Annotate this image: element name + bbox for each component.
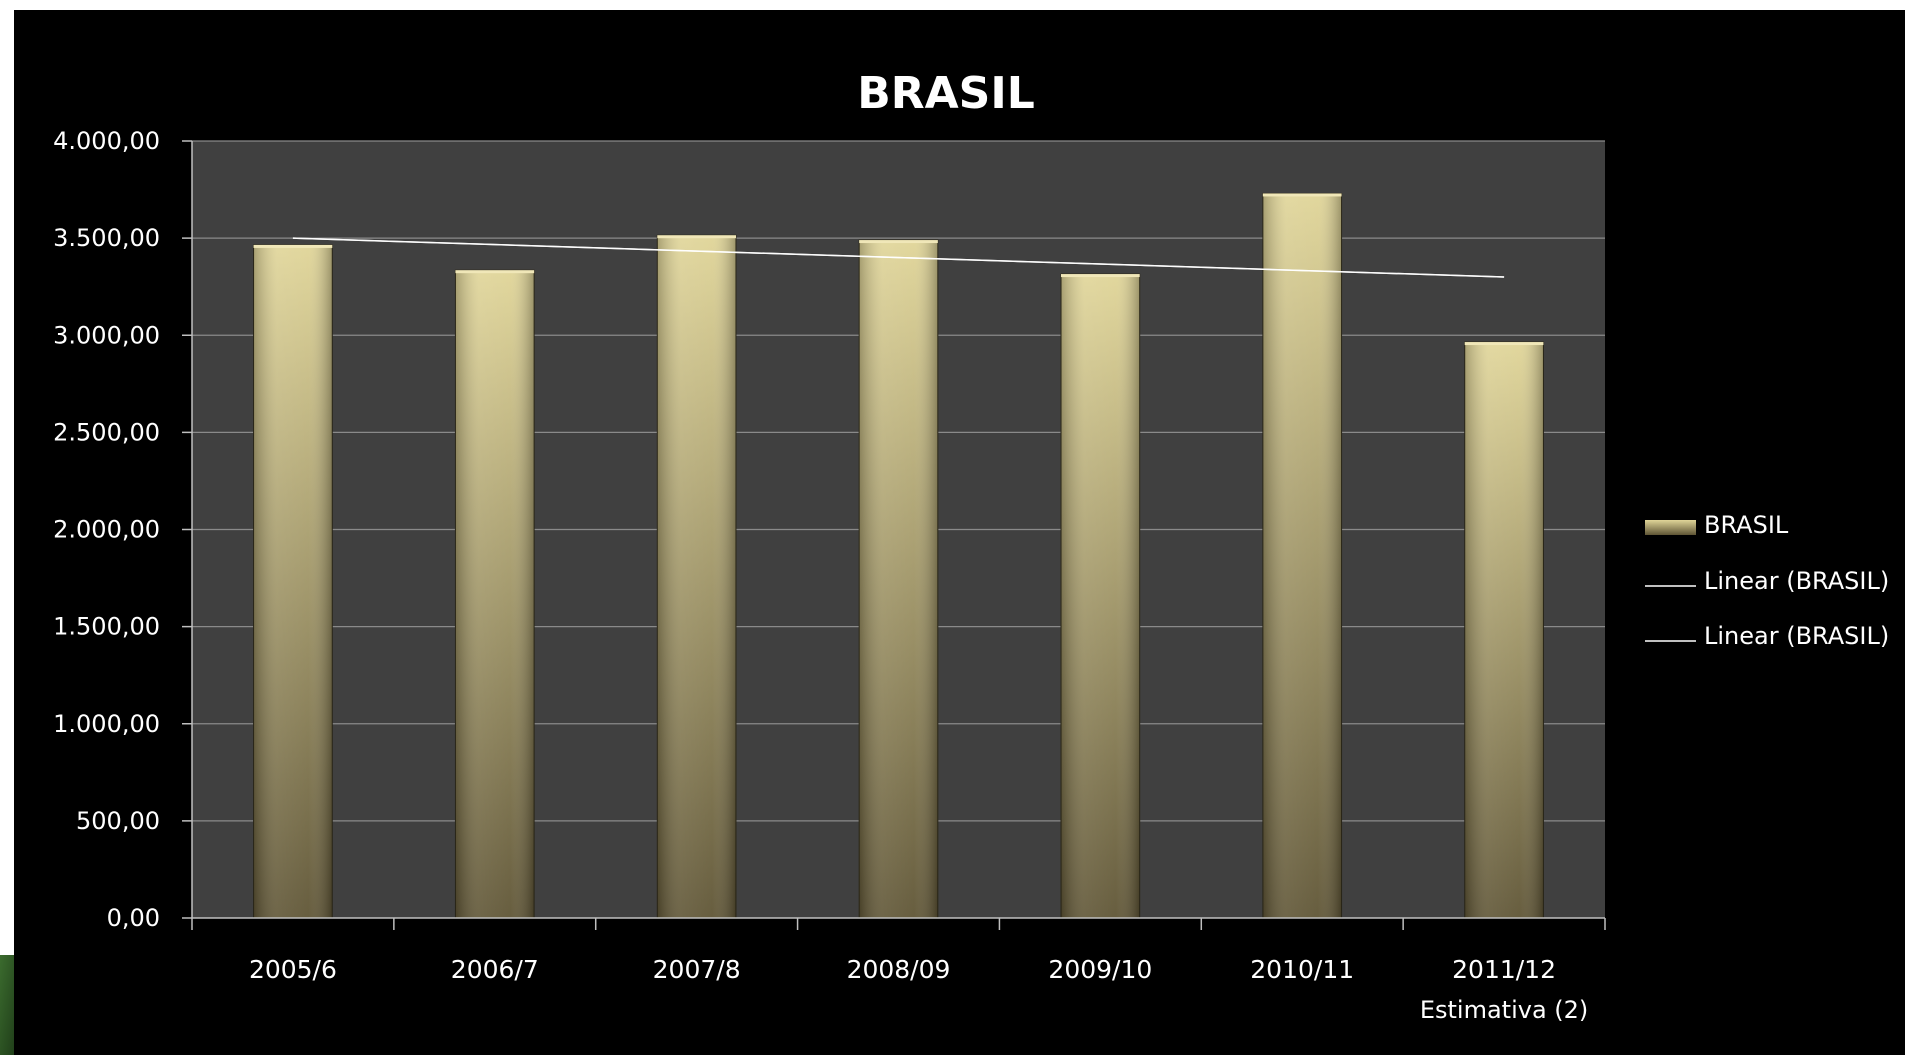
bar-sheen	[1262, 193, 1342, 918]
bar-sheen	[253, 244, 333, 918]
chart-title: BRASIL	[857, 68, 1035, 119]
bar	[1262, 192, 1343, 919]
legend-swatch-brasil	[1645, 520, 1696, 535]
bar-top-edge	[1464, 342, 1544, 346]
bar-sheen	[657, 235, 737, 918]
axes	[182, 140, 1606, 930]
bar	[454, 269, 535, 919]
trendlines	[292, 237, 1505, 278]
y-tick-label: 0,00	[107, 904, 160, 932]
legend-label-trendline-2: Linear (BRASIL)	[1704, 622, 1889, 650]
x-axis-tick-labels: 2005/6 2006/7 2007/8 2008/09 2009/10 2010/11 2…	[249, 955, 1588, 1024]
legend: BRASIL Linear (BRASIL) Linear (BRASIL)	[1645, 511, 1889, 650]
x-tick-label: 2009/10	[1048, 955, 1152, 984]
bar-sheen	[1464, 342, 1544, 919]
y-axis-tick-labels: 0,00 500,00 1.000,00 1.500,00 2.000,00 2.500,…	[53, 127, 160, 932]
x-tick-label: 2005/6	[249, 955, 337, 984]
bar	[1464, 341, 1544, 919]
bar-sheen	[455, 270, 535, 918]
y-tick-label: 3.500,00	[53, 224, 160, 252]
legend-label-trendline-1: Linear (BRASIL)	[1704, 567, 1889, 595]
x-tick-label: 2008/09	[847, 955, 951, 984]
bar-top-edge	[1060, 274, 1140, 278]
y-tick-label: 500,00	[76, 807, 160, 835]
slide-accent-shape	[0, 955, 18, 1055]
bar-top-edge	[859, 240, 938, 244]
bar	[656, 234, 737, 919]
x-tick-sublabel: Estimativa (2)	[1420, 996, 1588, 1024]
bar	[858, 239, 939, 919]
x-tick-label: 2010/11	[1250, 955, 1354, 984]
y-tick-label: 2.500,00	[53, 418, 160, 446]
trendline	[292, 237, 1505, 278]
y-tick-label: 4.000,00	[53, 127, 160, 155]
x-tick-label: 2006/7	[451, 955, 539, 984]
bar-top-edge	[253, 244, 333, 248]
x-tick-label: 2007/8	[653, 955, 741, 984]
bar	[253, 244, 333, 919]
bar	[1060, 273, 1141, 919]
bars	[253, 192, 1544, 919]
y-tick-label: 1.000,00	[53, 710, 160, 738]
bar-top-edge	[1262, 193, 1342, 197]
y-tick-label: 1.500,00	[53, 613, 160, 641]
bar-sheen	[1060, 274, 1140, 918]
x-tick-label: 2011/12	[1452, 955, 1556, 984]
y-tick-label: 3.000,00	[53, 321, 160, 349]
y-tick-label: 2.000,00	[53, 516, 160, 544]
legend-label-brasil: BRASIL	[1704, 511, 1789, 539]
bar-top-edge	[657, 235, 737, 239]
bar-top-edge	[455, 270, 535, 274]
bar-sheen	[859, 240, 938, 918]
